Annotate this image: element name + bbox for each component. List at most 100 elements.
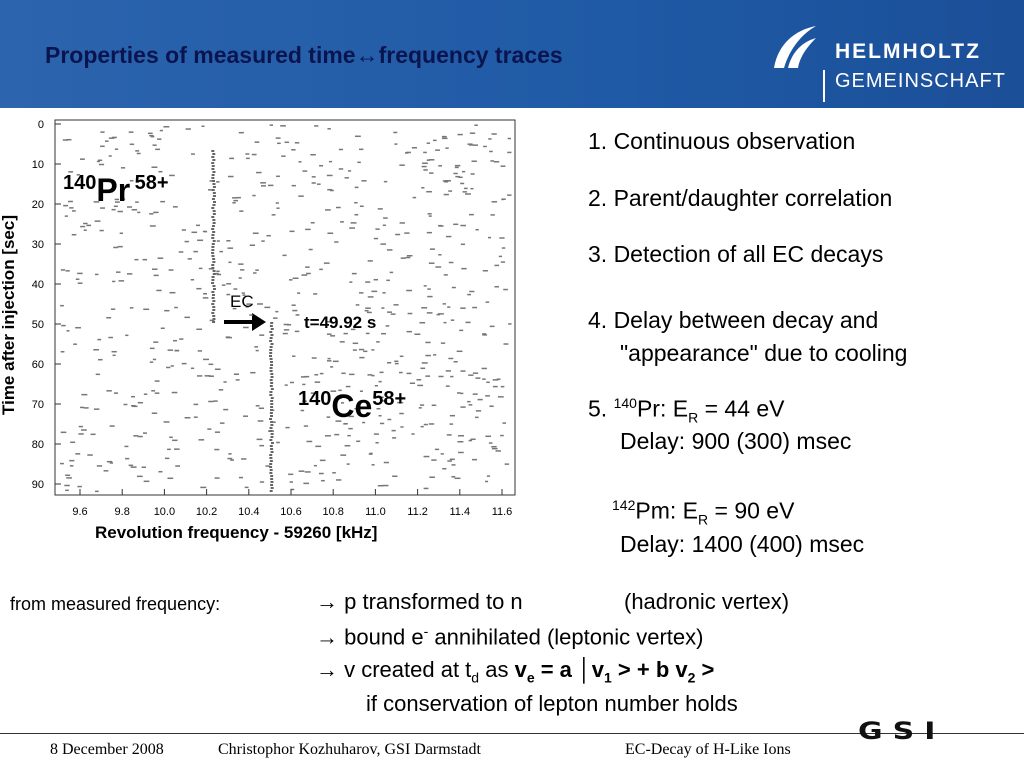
trace-dot: [211, 297, 215, 299]
noise-dot: [399, 222, 405, 224]
noise-dot: [136, 152, 141, 155]
noise-dot: [383, 180, 388, 183]
noise-dot: [119, 232, 123, 235]
noise-dot: [149, 347, 155, 350]
noise-dot: [450, 375, 454, 378]
noise-dot: [423, 487, 429, 490]
noise-dot: [484, 480, 489, 483]
x-tick-label: 10.6: [280, 506, 301, 518]
noise-dot: [223, 381, 227, 383]
noise-dot: [230, 459, 235, 461]
noise-dot: [258, 407, 265, 410]
noise-dot: [500, 385, 505, 388]
noise-dot: [216, 273, 222, 276]
trace-dot: [212, 153, 216, 155]
noise-dot: [164, 457, 170, 460]
noise-dot: [319, 268, 323, 271]
noise-dot: [103, 470, 109, 472]
text: = 44 eV: [698, 395, 785, 422]
noise-dot: [486, 475, 491, 477]
trace-dot: [211, 225, 215, 227]
noise-dot: [507, 194, 512, 196]
noise-dot: [78, 425, 83, 428]
text: >: [695, 657, 715, 682]
noise-dot: [288, 279, 293, 281]
noise-dot: [412, 196, 417, 199]
noise-dot: [458, 451, 464, 454]
noise-dot: [332, 472, 336, 474]
noise-dot: [386, 361, 392, 364]
noise-dot: [461, 170, 466, 173]
noise-dot: [106, 316, 112, 319]
noise-dot: [371, 464, 375, 466]
noise-dot: [93, 201, 100, 203]
trace-dot: [211, 207, 215, 209]
noise-dot: [475, 410, 482, 412]
trace-dot: [269, 445, 273, 447]
noise-dot: [334, 433, 340, 436]
noise-dot: [117, 210, 123, 213]
noise-dot: [367, 374, 373, 376]
noise-dot: [110, 308, 116, 310]
noise-dot: [386, 279, 390, 282]
noise-dot: [306, 272, 311, 275]
noise-dot: [423, 423, 428, 426]
noise-dot: [83, 229, 87, 231]
noise-dot: [458, 176, 463, 179]
noise-dot: [120, 167, 126, 169]
noise-dot: [468, 404, 473, 406]
trace-dot: [270, 421, 274, 423]
noise-dot: [308, 248, 313, 251]
noise-dot: [354, 213, 359, 216]
noise-dot: [346, 463, 350, 465]
noise-dot: [454, 166, 459, 169]
noise-dot: [454, 164, 461, 167]
noise-dot: [276, 175, 280, 178]
noise-dot: [99, 229, 104, 232]
trace-dot: [270, 409, 274, 411]
noise-dot: [310, 392, 317, 394]
noise-dot: [499, 237, 505, 239]
noise-dot: [282, 332, 288, 335]
noise-dot: [179, 338, 184, 340]
noise-dot: [236, 196, 241, 199]
noise-dot: [75, 453, 81, 455]
noise-dot: [135, 201, 139, 203]
noise-dot: [238, 263, 244, 265]
noise-dot: [108, 336, 113, 339]
noise-dot: [218, 389, 224, 391]
noise-dot: [361, 180, 367, 182]
x-tick-label: 11.0: [365, 506, 386, 518]
noise-dot: [443, 274, 448, 276]
noise-dot: [504, 463, 510, 465]
mass: 142: [612, 497, 636, 513]
trace-dot: [269, 355, 273, 357]
noise-dot: [314, 125, 319, 127]
trace-dot: [270, 388, 274, 390]
trace-dot: [269, 454, 273, 456]
noise-dot: [490, 160, 495, 162]
text: = 90 eV: [708, 497, 795, 524]
noise-dot: [223, 408, 229, 411]
noise-dot: [442, 303, 446, 305]
noise-dot: [197, 350, 202, 352]
noise-dot: [76, 174, 80, 176]
noise-dot: [358, 348, 365, 351]
y-tick-label: 0: [38, 119, 44, 131]
noise-dot: [259, 334, 265, 336]
noise-dot: [131, 209, 138, 211]
noise-dot: [207, 189, 213, 191]
noise-dot: [70, 441, 76, 444]
noise-dot: [120, 198, 126, 200]
y-axis-label: Time after injection [sec]: [0, 215, 18, 415]
noise-dot: [78, 433, 84, 435]
noise-dot: [365, 332, 370, 335]
noise-dot: [482, 334, 488, 336]
noise-dot: [219, 250, 223, 253]
trace-dot: [269, 358, 273, 360]
noise-dot: [338, 168, 344, 170]
noise-dot: [328, 160, 333, 163]
noise-dot: [90, 433, 96, 436]
trace-dot: [269, 370, 273, 372]
noise-dot: [255, 349, 259, 352]
